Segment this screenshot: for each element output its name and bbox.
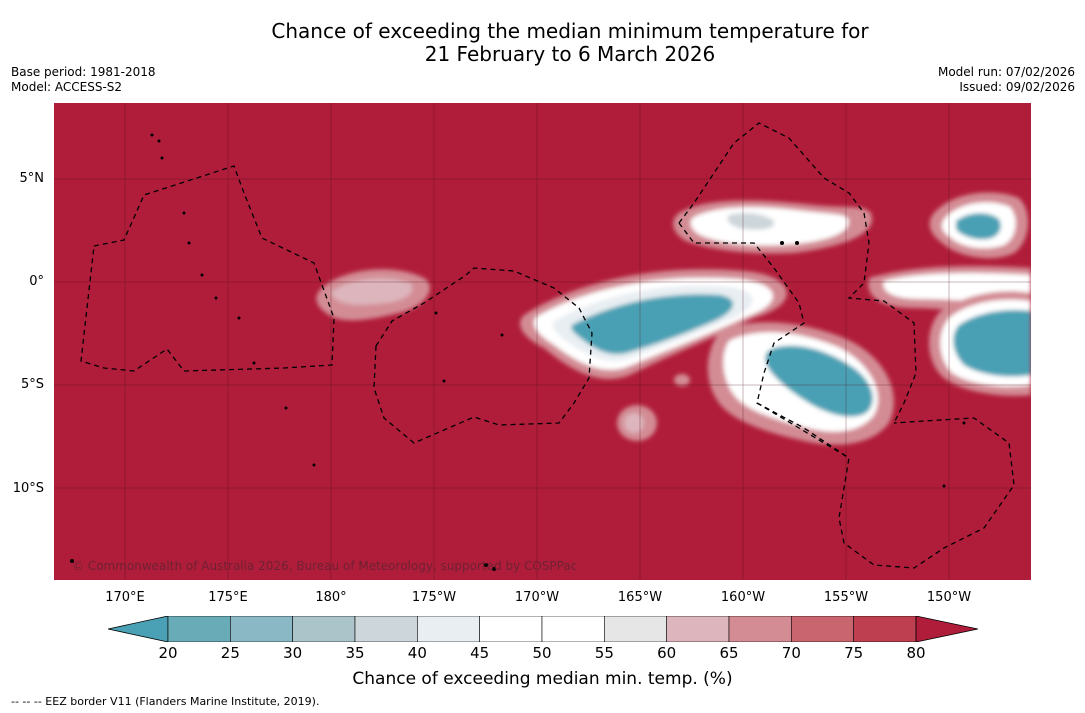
page-title: Chance of exceeding the median minimum t… [0, 20, 1085, 66]
lon-label-170e: 170°E [105, 590, 145, 605]
eez-borders [80, 122, 1015, 569]
colorbar-cell [354, 615, 418, 643]
colorbar-label: Chance of exceeding median min. temp. (%… [352, 669, 733, 689]
colorbar-cell [853, 615, 917, 643]
colorbar-tick-label: 55 [594, 644, 614, 662]
lon-label-170w: 170°W [514, 590, 560, 605]
meta-right: Model run: 07/02/2026 Issued: 09/02/2026 [938, 65, 1075, 95]
lat-label-5s: 5°S [20, 377, 44, 392]
map-svg [54, 103, 1031, 580]
lon-label-175e: 175°E [208, 590, 248, 605]
model-name: Model: ACCESS-S2 [11, 80, 123, 94]
copyright-notice: © Commonwealth of Australia 2026, Bureau… [72, 559, 578, 573]
title-line-1: Chance of exceeding the median minimum t… [271, 19, 869, 43]
colorbar-tick-label: 80 [906, 644, 926, 662]
colorbar-tick-label: 25 [220, 644, 240, 662]
colorbar-tick-label: 65 [719, 644, 739, 662]
issued-date: Issued: 09/02/2026 [959, 80, 1075, 94]
colorbar-tick-label: 75 [844, 644, 864, 662]
colorbar-tick-label: 45 [470, 644, 490, 662]
colorbar-tick-label: 35 [345, 644, 365, 662]
lon-label-180: 180° [315, 590, 347, 605]
lat-label-0: 0° [29, 274, 44, 289]
lon-label-160w: 160°W [720, 590, 766, 605]
colorbar-cell [292, 615, 356, 643]
lon-label-155w: 155°W [823, 590, 869, 605]
lon-label-175w: 175°W [411, 590, 457, 605]
colorbar-cell [791, 615, 854, 643]
colorbar-cell [666, 615, 730, 643]
eez-footnote: -- -- -- EEZ border V11 (Flanders Marine… [11, 695, 320, 708]
colorbar-cell [230, 615, 293, 643]
lat-label-5n: 5°N [19, 171, 45, 186]
colorbar-tick-label: 50 [532, 644, 552, 662]
islands [70, 133, 966, 571]
colorbar-high-arrow [915, 615, 979, 643]
colorbar-cell [541, 615, 605, 643]
colorbar-cell [417, 615, 480, 643]
lat-label-10s: 10°S [12, 481, 44, 496]
colorbar-tick-label: 70 [781, 644, 801, 662]
base-period: Base period: 1981-2018 [11, 65, 156, 79]
colorbar-cell [167, 615, 231, 643]
model-run: Model run: 07/02/2026 [937, 65, 1075, 79]
colorbar-tick-label: 60 [657, 644, 677, 662]
colorbar-cell [604, 615, 667, 643]
colorbar-tick-label: 30 [283, 644, 303, 662]
forecast-map [54, 103, 1031, 580]
colorbar-cell [728, 615, 792, 643]
title-line-2: 21 February to 6 March 2026 [424, 42, 716, 66]
lon-label-150w: 150°W [926, 590, 972, 605]
graticule [54, 103, 1031, 580]
lon-label-165w: 165°W [617, 590, 663, 605]
colorbar [107, 615, 979, 643]
colorbar-low-arrow [107, 615, 169, 643]
colorbar-cell [479, 615, 543, 643]
colorbar-cells [167, 615, 917, 643]
colorbar-tick-label: 20 [158, 644, 178, 662]
colorbar-svg [107, 615, 979, 643]
colorbar-tick-label: 40 [407, 644, 427, 662]
meta-left: Base period: 1981-2018 Model: ACCESS-S2 [11, 65, 156, 95]
